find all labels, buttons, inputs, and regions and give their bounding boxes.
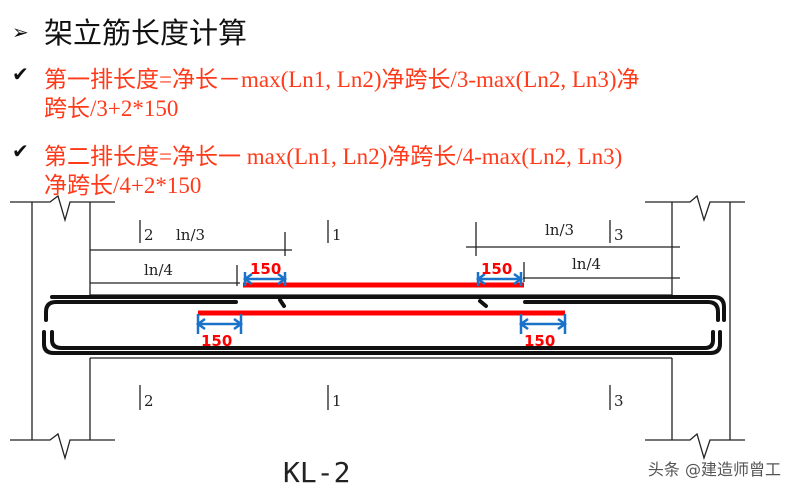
checkmark-icon: ✔ xyxy=(12,62,29,86)
ln4-label: ln/4 xyxy=(572,255,601,273)
rule1-line1: 第一排长度=净长－max(Ln1, Ln2)净跨长/3-max(Ln2, Ln3… xyxy=(44,67,640,92)
rule1-line2: 跨长/3+2*150 xyxy=(44,96,179,121)
top-rebar-right xyxy=(523,300,720,322)
top-rebar-left xyxy=(44,300,238,322)
arrow-150-bottom-left xyxy=(195,314,244,334)
section-2-label: 2 xyxy=(144,392,154,410)
section-3-label: 3 xyxy=(614,226,624,244)
dim-ln3-right xyxy=(466,222,680,256)
ln3-label: ln/3 xyxy=(545,221,574,239)
rule2-line2: 净跨长/4+2*150 xyxy=(44,173,202,198)
arrow-bullet-icon: ➢ xyxy=(12,20,29,44)
section-1-label: 1 xyxy=(332,226,342,244)
ln3-label: ln/3 xyxy=(176,226,205,244)
right-break-top xyxy=(645,194,745,223)
dim-ln4-right xyxy=(523,262,680,282)
arrow-150-top-left xyxy=(242,272,288,286)
checkmark-icon: ✔ xyxy=(12,139,29,163)
section-2-label: 2 xyxy=(144,226,154,244)
slide-title: 架立筋长度计算 xyxy=(44,16,248,50)
section-1-label: 1 xyxy=(332,392,342,410)
right-column xyxy=(671,202,731,440)
top-rebar-outer xyxy=(42,295,726,355)
dim-150-label: 150 xyxy=(250,260,281,278)
hook-left xyxy=(278,298,488,308)
dim-150-label: 150 xyxy=(201,332,232,350)
dim-150-label: 150 xyxy=(481,260,512,278)
watermark: 头条 @建造师曾工 xyxy=(647,460,781,479)
left-break-top xyxy=(10,194,115,223)
bottom-rebar-inner xyxy=(50,330,715,350)
dim-150-label: 150 xyxy=(524,332,555,350)
dim-ln4-left xyxy=(90,265,240,286)
left-column xyxy=(31,202,91,440)
arrow-150-bottom-right xyxy=(518,314,568,334)
section-marks xyxy=(139,220,611,410)
dim-ln3-left xyxy=(90,232,292,256)
right-break-bottom xyxy=(645,432,745,461)
section-3-label: 3 xyxy=(614,392,624,410)
rule2-line1: 第二排长度=净长一 max(Ln1, Ln2)净跨长/4-max(Ln2, Ln… xyxy=(44,144,623,169)
arrow-150-top-right xyxy=(475,272,524,286)
ln4-label: ln/4 xyxy=(144,261,173,279)
left-break-bottom xyxy=(10,432,115,461)
beam-label: KL-2 xyxy=(283,456,350,489)
